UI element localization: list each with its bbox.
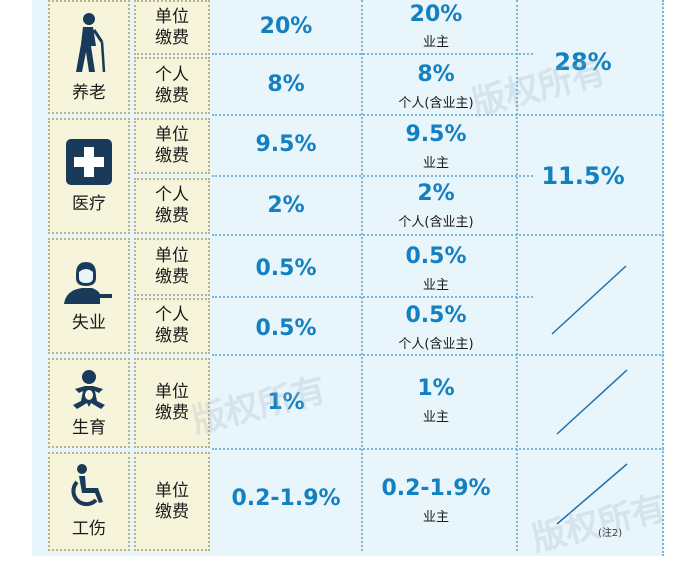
payer-cell: 单位 缴费 — [134, 118, 210, 174]
row-divider — [212, 354, 664, 356]
category-label: 医疗 — [72, 193, 106, 214]
detail-rate: 0.5% — [405, 244, 467, 269]
detail-note: 业主 — [422, 278, 449, 293]
empty-cell-slash — [556, 463, 628, 525]
elderly-person-icon — [76, 12, 106, 72]
rate-value: 0.2-1.9% — [231, 486, 341, 511]
rate-value: 8% — [267, 72, 305, 97]
row-divider — [212, 296, 533, 298]
column-divider — [516, 0, 518, 551]
row-divider — [212, 175, 533, 177]
medical-cross-icon — [66, 138, 112, 185]
rate-value: 2% — [267, 193, 305, 218]
column-divider — [361, 0, 363, 551]
detail-note: 业主 — [422, 156, 449, 171]
baby-icon — [73, 369, 105, 409]
row-divider — [212, 448, 664, 450]
detail-rate: 20% — [409, 2, 463, 27]
category-injury: 工伤 — [48, 452, 130, 551]
row-divider — [212, 114, 664, 116]
rate-value: 0.5% — [255, 316, 317, 341]
category-label: 生育 — [72, 417, 106, 438]
wheelchair-icon — [71, 464, 103, 507]
detail-note: 业主 — [422, 410, 449, 425]
detail-note: 个人(含业主) — [398, 215, 474, 230]
detail-rate: 1% — [417, 376, 455, 401]
footnote: (注2) — [598, 528, 623, 539]
detail-rate: 8% — [417, 62, 455, 87]
category-label: 工伤 — [72, 519, 106, 539]
detail-note: 业主 — [422, 35, 449, 50]
category-unemployment: 失业 — [48, 238, 130, 354]
detail-rate: 0.2-1.9% — [381, 476, 491, 501]
payer-cell: 单位 缴费 — [134, 0, 210, 55]
row-divider — [212, 53, 533, 55]
detail-rate: 2% — [417, 181, 455, 206]
detail-note: 个人(含业主) — [398, 337, 474, 352]
category-medical: 医疗 — [48, 118, 130, 234]
category-maternity: 生育 — [48, 358, 130, 448]
rate-value: 0.5% — [255, 256, 317, 281]
detail-note: 个人(含业主) — [398, 96, 474, 111]
category-label: 失业 — [72, 312, 106, 333]
rate-value: 20% — [259, 14, 313, 39]
rate-value: 1% — [267, 390, 305, 415]
payer-cell: 个人 缴费 — [134, 178, 210, 234]
detail-note: 业主 — [422, 510, 449, 525]
medical-total: 11.5% — [541, 162, 625, 190]
category-label: 养老 — [72, 82, 106, 103]
payer-cell: 单位 缴费 — [134, 238, 210, 296]
detail-rate: 0.5% — [405, 303, 467, 328]
rate-value: 9.5% — [255, 132, 317, 157]
payer-cell: 个人 缴费 — [134, 298, 210, 354]
payer-cell: 单位 缴费 — [134, 358, 210, 448]
pension-total: 28% — [554, 48, 612, 76]
detail-rate: 9.5% — [405, 122, 467, 147]
empty-cell-slash — [556, 369, 628, 435]
payer-cell: 个人 缴费 — [134, 57, 210, 114]
payer-cell: 单位 缴费 — [134, 452, 210, 551]
category-pension: 养老 — [48, 0, 130, 114]
row-divider — [212, 234, 664, 236]
unemployed-person-icon — [64, 261, 112, 304]
empty-cell-slash — [551, 265, 627, 335]
